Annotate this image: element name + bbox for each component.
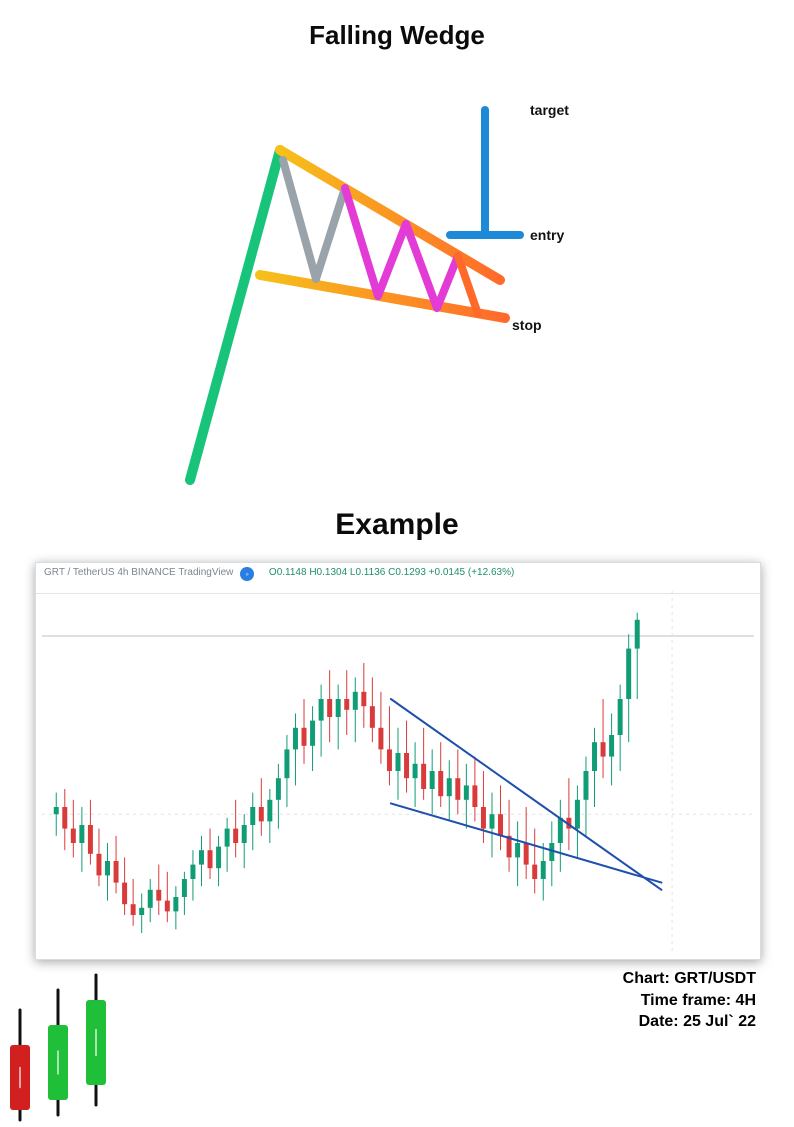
chart-meta: Chart: GRT/USDT Time frame: 4H Date: 25 … bbox=[623, 968, 756, 1033]
candle-logo-icon bbox=[0, 970, 150, 1125]
page-title: Falling Wedge bbox=[0, 20, 794, 51]
falling-wedge-diagram bbox=[120, 80, 680, 500]
example-title: Example bbox=[0, 508, 794, 542]
example-chart-panel: GRT / TetherUS 4h BINANCE TradingView ◦ … bbox=[35, 562, 761, 960]
meta-chart: Chart: GRT/USDT bbox=[623, 968, 756, 990]
label-entry: entry bbox=[530, 227, 564, 243]
label-stop: stop bbox=[512, 317, 542, 333]
meta-date: Date: 25 Jul` 22 bbox=[623, 1011, 756, 1033]
candlestick-chart bbox=[36, 563, 760, 959]
page-root: Falling Wedge Example target entry stop … bbox=[0, 0, 794, 1127]
meta-timeframe: Time frame: 4H bbox=[623, 990, 756, 1012]
label-target: target bbox=[530, 102, 569, 118]
